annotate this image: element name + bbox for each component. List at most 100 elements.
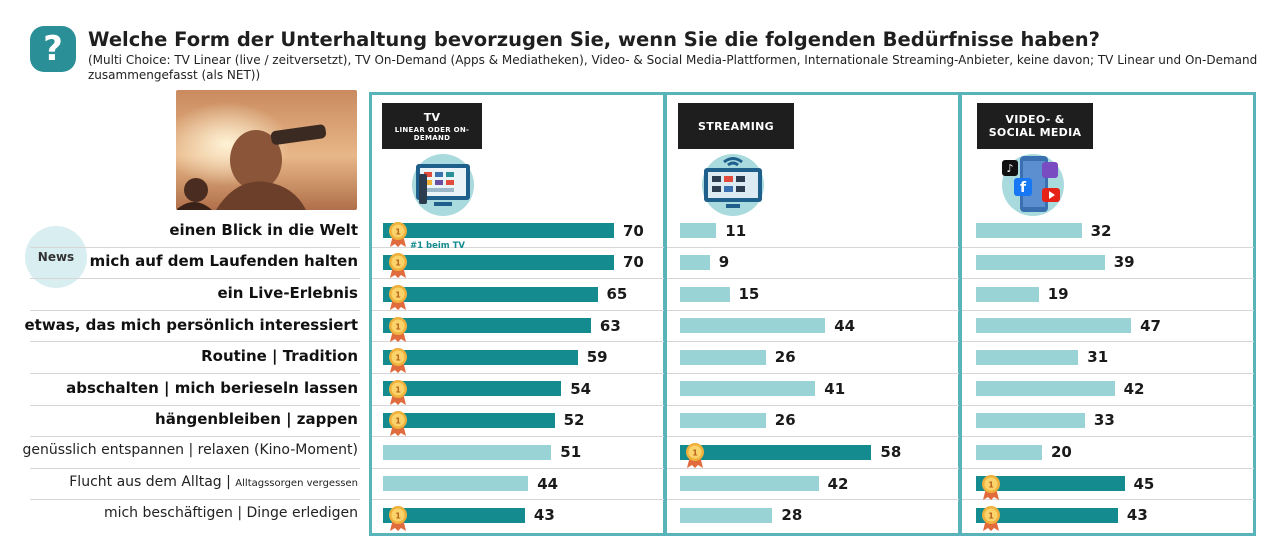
social-bar bbox=[976, 507, 1118, 523]
tv-value-label: 52 bbox=[563, 411, 585, 430]
row-separator bbox=[30, 310, 360, 311]
tv-value-label: 51 bbox=[560, 443, 582, 461]
row-separator bbox=[667, 436, 959, 437]
category-label: etwas, das mich persönlich interessiert bbox=[0, 316, 358, 334]
social-bar bbox=[976, 286, 1039, 302]
tv-bar bbox=[383, 318, 591, 334]
social-value-label: 47 bbox=[1140, 316, 1161, 335]
row-separator bbox=[962, 341, 1254, 342]
row-separator bbox=[30, 499, 360, 500]
category-label-text: ein Live-Erlebnis bbox=[217, 284, 358, 302]
row-separator bbox=[962, 310, 1254, 311]
row-separator bbox=[30, 436, 360, 437]
social-bar bbox=[976, 412, 1085, 428]
medal-icon bbox=[389, 348, 407, 374]
tv-bar bbox=[383, 223, 614, 239]
tv-column-title: TV bbox=[423, 110, 441, 124]
category-label: mich auf dem Laufenden halten bbox=[0, 252, 358, 270]
medal-icon bbox=[389, 506, 407, 532]
social-value-label: 42 bbox=[1123, 379, 1145, 398]
social-value-label: 32 bbox=[1090, 221, 1112, 240]
row-separator bbox=[962, 405, 1254, 406]
row-separator bbox=[372, 468, 664, 469]
tv-bar bbox=[383, 476, 529, 492]
category-label-text: etwas, das mich persönlich interessiert bbox=[24, 315, 358, 334]
streaming-bar bbox=[680, 444, 872, 460]
streaming-tv-icon bbox=[702, 154, 764, 216]
row-separator bbox=[962, 373, 1254, 374]
streaming-bar bbox=[680, 507, 773, 523]
svg-text:f: f bbox=[1020, 180, 1027, 196]
tv-value-label: 44 bbox=[537, 474, 559, 493]
social-value-label: 45 bbox=[1133, 474, 1155, 493]
streaming-value-label: 15 bbox=[738, 285, 760, 303]
streaming-value-label: 28 bbox=[781, 506, 803, 525]
streaming-value-label: 58 bbox=[880, 443, 902, 461]
medal-icon bbox=[686, 443, 704, 468]
row-separator bbox=[372, 247, 664, 248]
row-separator bbox=[30, 341, 360, 342]
tv-bar bbox=[383, 444, 552, 460]
medal-icon bbox=[389, 411, 407, 437]
streaming-value-label: 41 bbox=[824, 379, 846, 398]
row-separator bbox=[372, 499, 664, 500]
tv-column-header: TV LINEAR ODER ON-DEMAND bbox=[382, 103, 482, 149]
streaming-value-label: 44 bbox=[834, 316, 856, 335]
binoculars-photo bbox=[176, 90, 357, 210]
social-panel bbox=[959, 92, 1256, 536]
tv-bar bbox=[383, 349, 578, 365]
medal-icon bbox=[389, 316, 407, 342]
category-label-text: mich beschäftigen | Dinge erledigen bbox=[103, 505, 358, 522]
social-value-label: 43 bbox=[1126, 506, 1148, 525]
streaming-bar bbox=[680, 318, 826, 334]
category-label: hängenbleiben | zappen bbox=[0, 410, 358, 428]
tv-bar bbox=[383, 254, 614, 270]
row-separator bbox=[667, 468, 959, 469]
streaming-value-label: 26 bbox=[774, 411, 796, 430]
row-separator bbox=[30, 405, 360, 406]
tv-bar bbox=[383, 412, 555, 428]
row-separator bbox=[667, 278, 959, 279]
row-separator bbox=[30, 278, 360, 279]
row-separator bbox=[667, 247, 959, 248]
social-bar bbox=[976, 381, 1115, 397]
row-separator bbox=[962, 499, 1254, 500]
category-label: Flucht aus dem Alltag | Alltagssorgen ve… bbox=[0, 474, 358, 490]
streaming-value-label: 11 bbox=[725, 221, 747, 240]
category-label-text: Routine | Tradition bbox=[201, 347, 358, 366]
medal-icon bbox=[982, 506, 1000, 532]
row-separator bbox=[372, 278, 664, 279]
social-bar bbox=[976, 254, 1105, 270]
tv-icon bbox=[412, 154, 474, 216]
social-column-header: VIDEO- & SOCIAL MEDIA bbox=[977, 103, 1093, 149]
tv-value-label: 65 bbox=[606, 285, 628, 303]
row-separator bbox=[962, 468, 1254, 469]
streaming-value-label: 26 bbox=[774, 348, 796, 367]
category-label-text: genüsslich entspannen | relaxen (Kino-Mo… bbox=[22, 442, 358, 458]
social-column-title-2: SOCIAL MEDIA bbox=[988, 126, 1082, 139]
social-value-label: 33 bbox=[1093, 411, 1115, 430]
streaming-bar bbox=[680, 349, 766, 365]
chart-title: Welche Form der Unterhaltung bevorzugen … bbox=[88, 28, 1100, 51]
streaming-bar bbox=[680, 254, 710, 270]
tv-bar bbox=[383, 507, 525, 523]
category-label-text: abschalten | mich berieseln lassen bbox=[66, 378, 358, 397]
category-label: abschalten | mich berieseln lassen bbox=[0, 379, 358, 397]
social-bar bbox=[976, 223, 1082, 239]
medal-icon bbox=[389, 221, 407, 247]
social-bar bbox=[976, 349, 1079, 365]
medal-icon bbox=[982, 474, 1000, 500]
row-separator bbox=[30, 373, 360, 374]
category-label: einen Blick in die Welt bbox=[0, 221, 358, 239]
row-separator bbox=[30, 247, 360, 248]
row-separator bbox=[667, 499, 959, 500]
category-label: genüsslich entspannen | relaxen (Kino-Mo… bbox=[0, 442, 358, 458]
top-tv-annotation: #1 beim TV bbox=[410, 241, 465, 251]
category-label: ein Live-Erlebnis bbox=[0, 284, 358, 302]
chart-subtitle: (Multi Choice: TV Linear (live / zeitver… bbox=[88, 53, 1258, 82]
tv-value-label: 59 bbox=[586, 348, 608, 367]
row-separator bbox=[962, 278, 1254, 279]
social-bar bbox=[976, 318, 1132, 334]
row-separator bbox=[372, 310, 664, 311]
social-value-label: 19 bbox=[1047, 285, 1069, 303]
